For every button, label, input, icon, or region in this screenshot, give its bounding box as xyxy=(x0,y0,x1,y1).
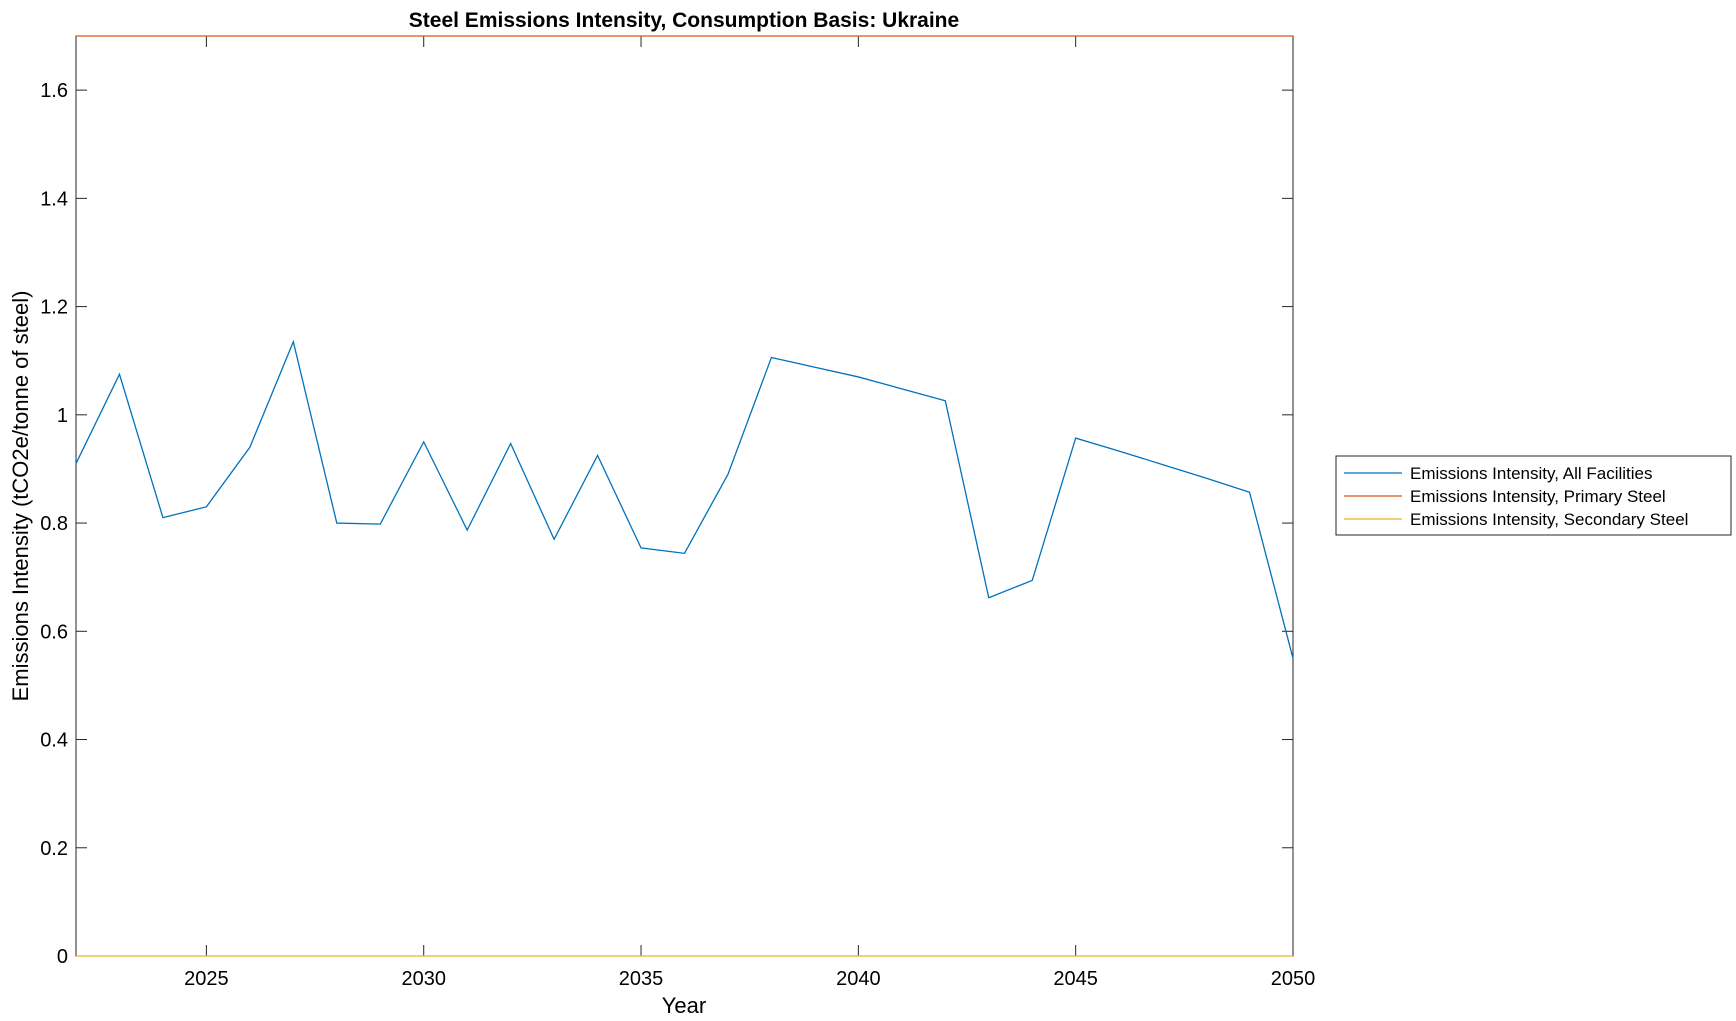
y-axis-label: Emissions Intensity (tCO2e/tonne of stee… xyxy=(8,291,33,702)
series-line-1 xyxy=(75,339,1294,659)
legend-entry-label: Emissions Intensity, All Facilities xyxy=(1410,464,1652,483)
legend-entry-label: Emissions Intensity, Primary Steel xyxy=(1410,487,1666,506)
legend: Emissions Intensity, All Facilities Emiss… xyxy=(1335,455,1732,536)
x-axis-label: Year xyxy=(662,993,706,1018)
x-tick-label: 2045 xyxy=(1053,968,1098,990)
y-tick-label: 1.4 xyxy=(40,188,68,210)
y-tick-label: 1 xyxy=(57,405,68,427)
y-tick-label: 1.6 xyxy=(40,80,68,102)
chart-title: Steel Emissions Intensity, Consumption B… xyxy=(409,9,959,32)
y-tick-label: 0.8 xyxy=(40,513,68,535)
x-tick-label: 2040 xyxy=(836,968,881,990)
legend-entry-label: Emissions Intensity, Secondary Steel xyxy=(1410,510,1688,529)
y-tick-label: 0 xyxy=(57,946,68,968)
x-tick-label: 2030 xyxy=(401,968,446,990)
x-axis: 2025 2030 2035 2040 2045 2050 xyxy=(184,36,1315,990)
x-tick-label: 2035 xyxy=(619,968,664,990)
x-tick-label: 2025 xyxy=(184,968,229,990)
y-tick-label: 1.2 xyxy=(40,297,68,319)
x-tick-label: 2050 xyxy=(1271,968,1316,990)
series-lines xyxy=(75,35,1294,957)
y-axis: 0 0.2 0.4 0.6 0.8 1 1.2 1.4 1.6 xyxy=(40,80,1293,968)
y-tick-label: 0.2 xyxy=(40,838,68,860)
y-tick-label: 0.4 xyxy=(40,730,68,752)
y-tick-label: 0.6 xyxy=(40,621,68,643)
